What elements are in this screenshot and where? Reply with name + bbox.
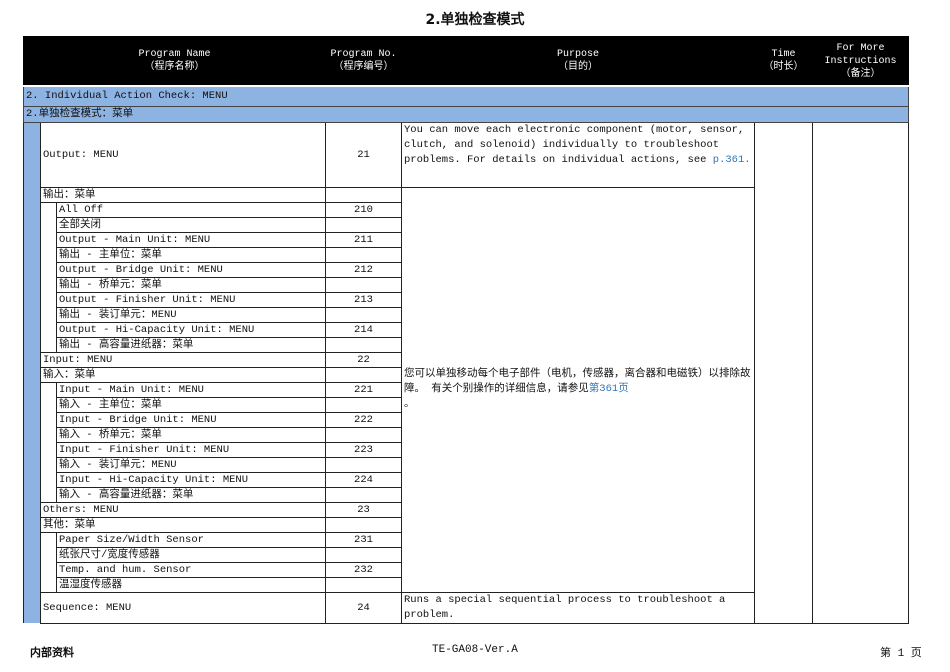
program-number: 221 (325, 381, 402, 398)
program-name: Output - Bridge Unit: MENU (56, 261, 326, 278)
table-row: 输入：菜单 (24, 366, 909, 383)
program-number: 231 (325, 531, 402, 548)
page-link[interactable]: p.361. (712, 153, 751, 166)
table-row: Sequence: MENU 24 Runs a special sequentia… (24, 591, 909, 624)
program-number (325, 306, 402, 323)
footer-doc-id: TE-GA08-Ver.A (432, 644, 518, 656)
table-row: 输出：菜单 您可以单独移动每个电子部件（电机，传感器，离合器和电磁铁）以排除故障。… (24, 186, 909, 593)
purpose-cell-cn: 您可以单独移动每个电子部件（电机，传感器，离合器和电磁铁）以排除故障。 有关个别… (401, 186, 755, 593)
footer-page: 第 1 页 (880, 648, 922, 660)
program-name: Output - Main Unit: MENU (56, 231, 326, 248)
section-title-en: 2. Individual Action Check: MENU (23, 85, 909, 107)
table-row: Others: MENU 23 (24, 501, 909, 518)
program-number: 211 (325, 231, 402, 248)
program-number (325, 366, 402, 383)
header-notes: For More Instructions （备注） (812, 36, 909, 87)
program-name: 输出 - 高容量进纸器：菜单 (56, 336, 326, 353)
program-name: Output - Finisher Unit: MENU (56, 291, 326, 308)
header-program-no: Program No. （程序编号） (325, 36, 402, 87)
footer-internal: 内部资料 (30, 646, 74, 659)
program-number (325, 426, 402, 443)
page-title: 2.单独检查模式 (425, 12, 525, 28)
program-number (325, 486, 402, 503)
program-name: Input - Hi-Capacity Unit: MENU (56, 471, 326, 488)
program-name: 输入 - 主单位：菜单 (56, 396, 326, 413)
program-name: 输出 - 装订单元：MENU (56, 306, 326, 323)
table-row: Input: MENU 22 (24, 351, 909, 368)
sub-indent (40, 531, 57, 593)
program-number: 214 (325, 321, 402, 338)
program-name: 输出 - 桥单元：菜单 (56, 276, 326, 293)
program-name: Input - Main Unit: MENU (56, 381, 326, 398)
program-name: 温湿度传感器 (56, 576, 326, 593)
program-name: 输入 - 高容量进纸器：菜单 (56, 486, 326, 503)
program-name: 输入：菜单 (40, 366, 326, 383)
program-number (325, 246, 402, 263)
header-row: Program Name （程序名称） Program No. （程序编号） Pur… (23, 36, 909, 87)
program-number: 223 (325, 441, 402, 458)
table-row: 输出 - 桥单元：菜单 (24, 276, 909, 293)
table-row: Output: MENU 21 You can move each electr… (23, 121, 909, 624)
table-row: 输出 - 装订单元：MENU (24, 306, 909, 323)
program-name: Others: MENU (40, 501, 326, 518)
section-row-en: 2. Individual Action Check: MENU (23, 85, 909, 107)
program-name: 输入 - 装订单元：MENU (56, 456, 326, 473)
program-name: 输入 - 桥单元：菜单 (56, 426, 326, 443)
program-name: 全部关闭 (56, 216, 326, 233)
table-row: Output - Main Unit: MENU 211 (24, 231, 909, 248)
table-row: Input - Finisher Unit: MENU 223 (24, 441, 909, 458)
program-number (325, 396, 402, 413)
indent-strip (23, 122, 41, 623)
program-name: Input - Finisher Unit: MENU (56, 441, 326, 458)
notes-cell (812, 121, 909, 624)
program-number: 224 (325, 471, 402, 488)
program-number: 22 (325, 351, 402, 368)
purpose-cell: You can move each electronic component (… (401, 121, 755, 188)
table-row: Temp. and hum. Sensor 232 (24, 561, 909, 578)
section-title-cn: 2.单独检查模式：菜单 (23, 105, 909, 123)
time-cell (754, 121, 813, 624)
program-number (325, 516, 402, 533)
program-name: Input: MENU (40, 351, 326, 368)
program-table: Program Name （程序名称） Program No. （程序编号） Pur… (23, 36, 909, 624)
program-number: 210 (325, 201, 402, 218)
header-program-name: Program Name （程序名称） (23, 36, 326, 87)
program-name: Temp. and hum. Sensor (56, 561, 326, 578)
program-name: Input - Bridge Unit: MENU (56, 411, 326, 428)
program-number (325, 456, 402, 473)
program-name: Output - Hi-Capacity Unit: MENU (56, 321, 326, 338)
program-name: 输出：菜单 (40, 186, 326, 203)
program-name: Output: MENU (40, 121, 326, 188)
header-time: Time （时长） (754, 36, 813, 87)
program-name: 其他：菜单 (40, 516, 326, 533)
sub-indent (40, 201, 57, 353)
page-link-cn[interactable]: 第361页 (588, 383, 629, 395)
sub-indent (40, 381, 57, 503)
program-number: 212 (325, 261, 402, 278)
program-number: 21 (325, 121, 402, 188)
program-number: 213 (325, 291, 402, 308)
program-number (325, 336, 402, 353)
program-name: 纸张尺寸/宽度传感器 (56, 546, 326, 563)
program-number (325, 276, 402, 293)
program-number: 24 (325, 591, 402, 624)
program-name: Paper Size/Width Sensor (56, 531, 326, 548)
program-number (325, 216, 402, 233)
program-number (325, 186, 402, 203)
purpose-cell: Runs a special sequential process to tro… (401, 591, 755, 624)
table-row: Output - Hi-Capacity Unit: MENU 214 (24, 321, 909, 338)
program-name: All Off (56, 201, 326, 218)
table-row: Input - Hi-Capacity Unit: MENU 224 (24, 471, 909, 488)
program-number: 222 (325, 411, 402, 428)
program-number: 232 (325, 561, 402, 578)
program-number (325, 576, 402, 593)
table-row: Output - Bridge Unit: MENU 212 (24, 261, 909, 278)
program-number: 23 (325, 501, 402, 518)
program-number (325, 546, 402, 563)
program-name: Sequence: MENU (40, 591, 326, 624)
section-row-cn: 2.单独检查模式：菜单 (23, 105, 909, 123)
table-row: 输入 - 主单位：菜单 (24, 396, 909, 413)
header-purpose: Purpose （目的） (401, 36, 755, 87)
program-name: 输出 - 主单位：菜单 (56, 246, 326, 263)
